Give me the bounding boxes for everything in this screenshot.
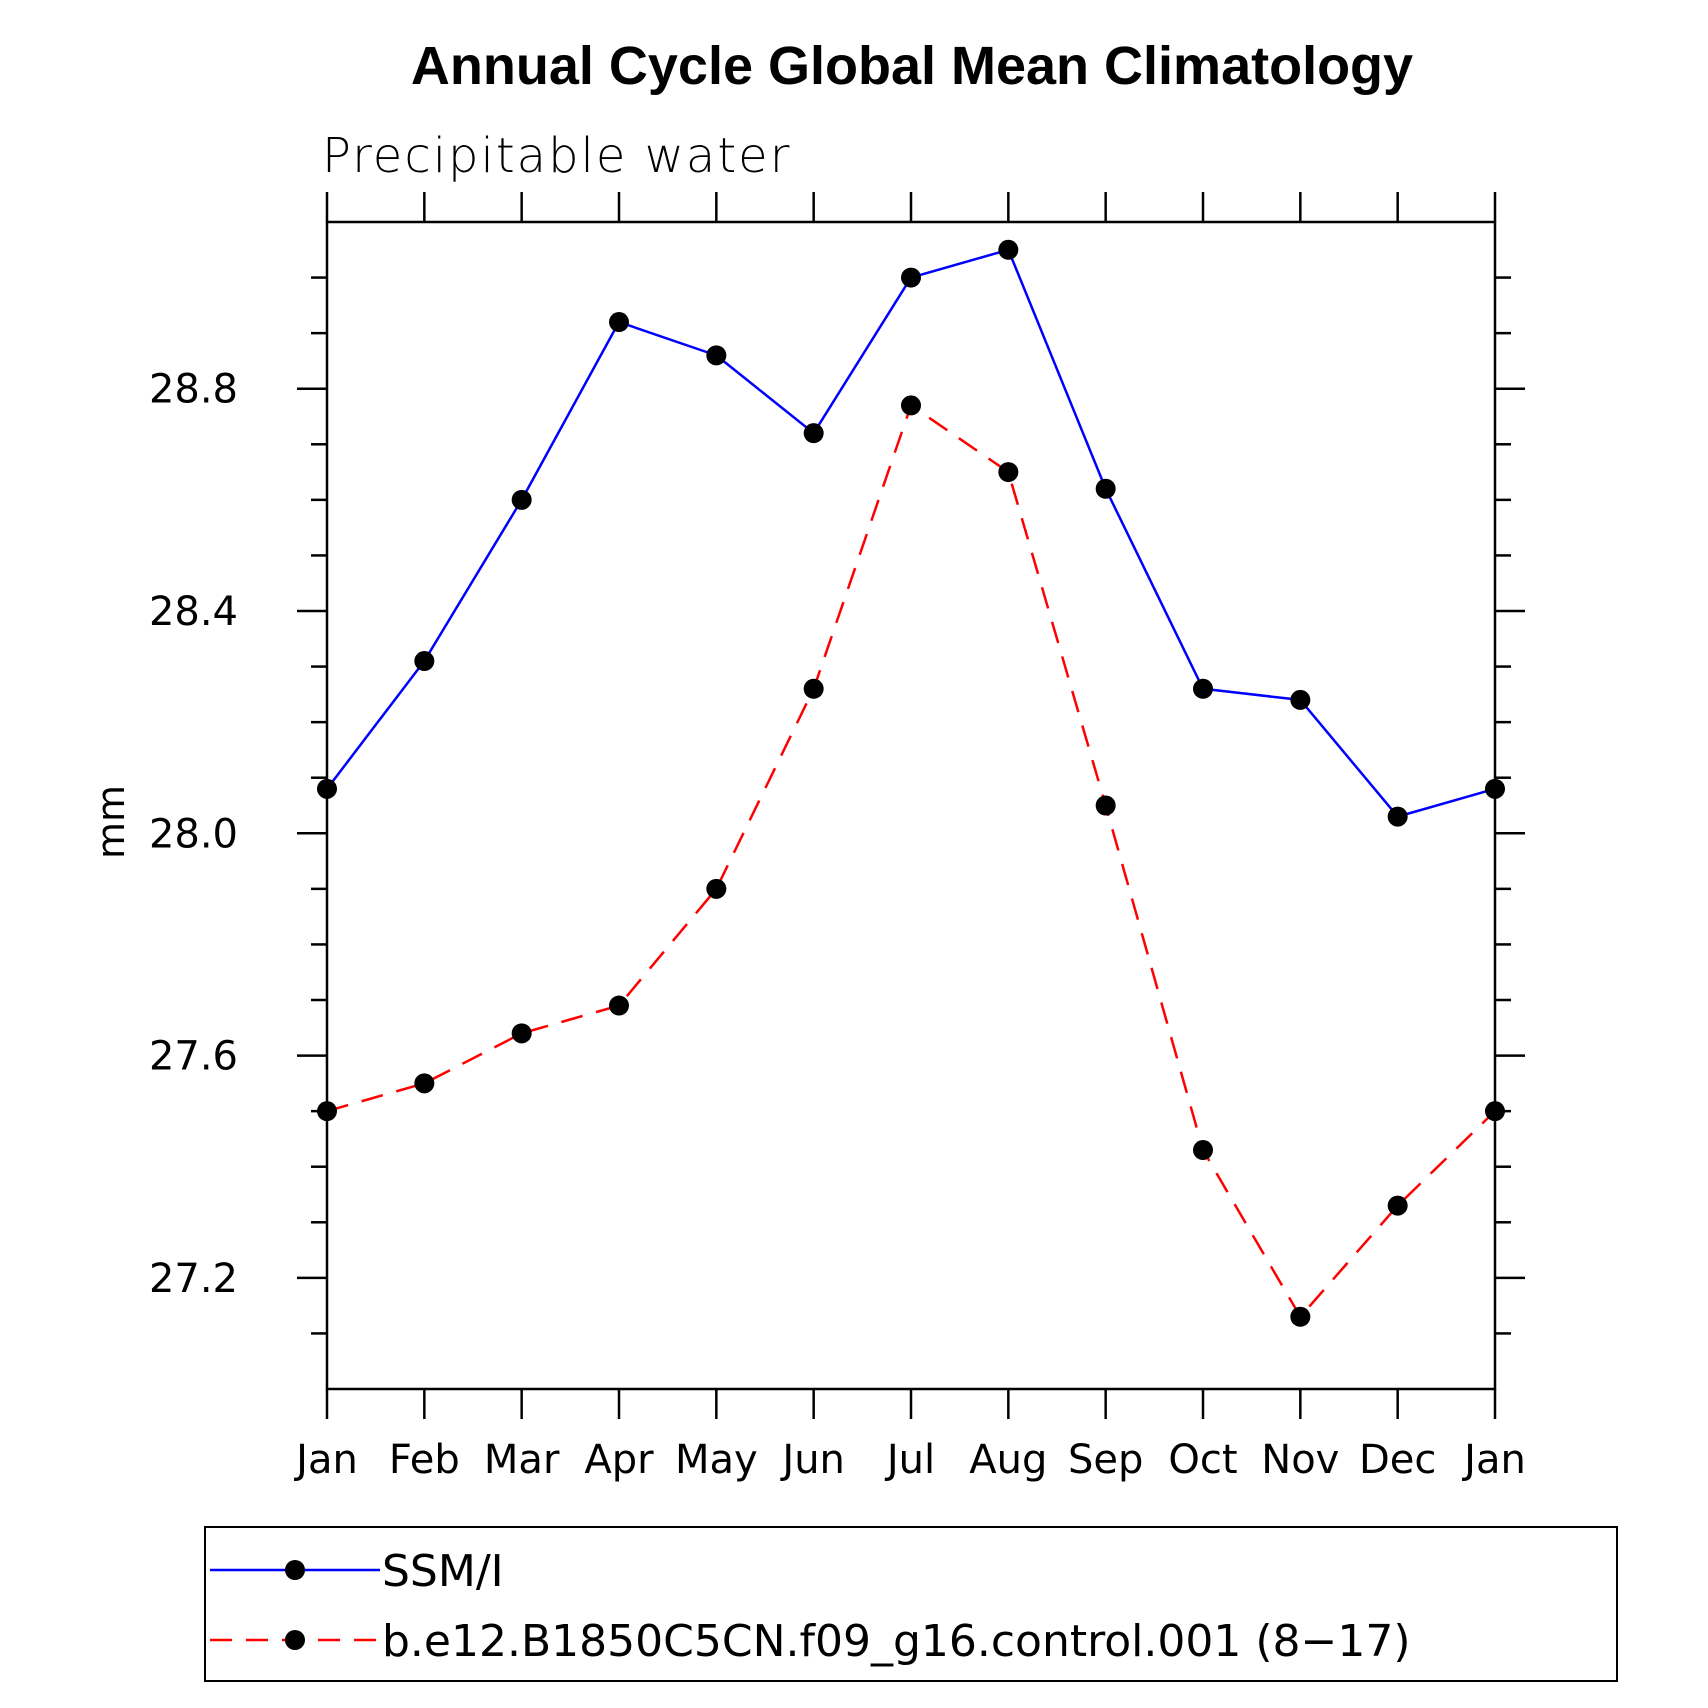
y-axis-label: mm <box>89 785 133 859</box>
data-point-1-9 <box>1193 1140 1213 1161</box>
x-tick-label: May <box>675 1437 758 1483</box>
data-point-0-8 <box>1095 478 1116 499</box>
x-tick-label: Jul <box>884 1437 935 1483</box>
plot-frame <box>325 220 1497 1391</box>
legend-marker-ssmi <box>285 1560 305 1580</box>
data-point-0-11 <box>1387 806 1408 827</box>
x-tick-label: Jun <box>779 1437 845 1483</box>
legend-label-ssmi: SSM/I <box>382 1546 504 1597</box>
x-tick-label: Jan <box>1461 1437 1526 1483</box>
x-tick-label: Apr <box>584 1437 654 1483</box>
data-point-1-4 <box>706 878 727 899</box>
data-point-1-5 <box>803 678 824 699</box>
data-point-1-7 <box>998 462 1019 483</box>
x-tick-label: Sep <box>1068 1437 1143 1483</box>
data-point-0-1 <box>414 651 435 672</box>
data-point-0-2 <box>511 489 532 510</box>
data-point-1-11 <box>1387 1195 1408 1216</box>
y-tick-label: 27.2 <box>149 1256 238 1302</box>
x-tick-label: Dec <box>1359 1437 1436 1483</box>
data-point-1-8 <box>1095 795 1116 816</box>
x-tick-label: Aug <box>969 1437 1047 1483</box>
legend: SSM/I b.e12.B1850C5CN.f09_g16.control.00… <box>204 1526 1618 1682</box>
series-line-0 <box>326 248 1496 818</box>
data-point-1-6 <box>901 395 921 416</box>
legend-box <box>204 1526 1618 1682</box>
data-point-1-10 <box>1290 1306 1311 1327</box>
x-tick-label: Mar <box>484 1437 560 1483</box>
y-tick-label: 28.8 <box>149 367 238 413</box>
data-point-0-3 <box>609 312 629 333</box>
x-tick-label: Jan <box>293 1437 358 1483</box>
x-tick-label: Nov <box>1261 1437 1339 1483</box>
axis-ticks: Jan Feb Mar Apr May Jun Jul Aug Sep Oct Nov Dec Jan 2… <box>149 192 1526 1483</box>
series-line-1 <box>326 404 1496 1319</box>
data-point-1-2 <box>511 1023 532 1044</box>
data-point-0-6 <box>901 267 921 288</box>
data-point-0-5 <box>803 423 824 444</box>
y-tick-label: 28.4 <box>149 589 238 635</box>
data-point-0-9 <box>1193 678 1213 699</box>
data-point-0-10 <box>1290 689 1311 710</box>
plot-series <box>317 239 1505 1327</box>
y-tick-label: 27.6 <box>149 1034 238 1080</box>
x-tick-label: Oct <box>1168 1437 1237 1483</box>
data-point-1-1 <box>414 1073 435 1094</box>
y-tick-label: 28.0 <box>149 811 238 857</box>
chart-subtitle: Precipitable water <box>322 128 791 184</box>
legend-marker-model <box>285 1630 305 1650</box>
data-point-1-3 <box>609 995 629 1016</box>
data-point-0-7 <box>998 239 1019 260</box>
chart-title: Annual Cycle Global Mean Climatology <box>411 36 1413 96</box>
data-point-0-4 <box>706 345 727 366</box>
legend-label-model: b.e12.B1850C5CN.f09_g16.control.001 (8−1… <box>382 1616 1411 1667</box>
x-tick-label: Feb <box>389 1437 460 1483</box>
